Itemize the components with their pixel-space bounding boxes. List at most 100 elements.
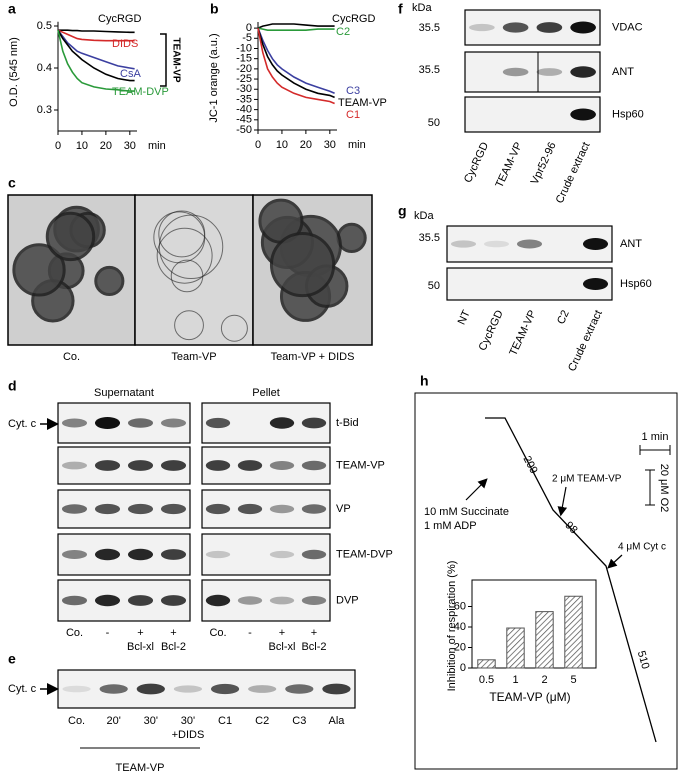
band — [570, 21, 596, 34]
x-tick-label: 0 — [55, 140, 61, 152]
mitochondrion — [336, 222, 367, 253]
scale-bar-o2 — [645, 469, 655, 506]
annotation: 1 mM ADP — [424, 520, 477, 532]
band — [62, 685, 91, 693]
y-axis-label: Inhibition of respiration (%) — [446, 561, 458, 692]
y-tick-label: -30 — [236, 83, 252, 95]
series-label: CycRGD — [332, 13, 375, 25]
band — [127, 418, 154, 428]
band — [160, 503, 187, 515]
band — [502, 22, 529, 33]
lane-label: Bcl-2 — [301, 641, 326, 653]
mitochondrion — [45, 211, 96, 262]
band — [570, 108, 596, 121]
series-label: TEAM-DVP — [112, 86, 169, 98]
y-tick-label: -40 — [236, 104, 252, 116]
lane-label: 30' — [181, 715, 195, 727]
panel-letter: e — [8, 651, 16, 667]
lane-label: + — [137, 627, 143, 639]
band — [173, 685, 203, 693]
y-tick-label: 40 — [454, 621, 466, 633]
band — [205, 550, 231, 559]
marker-label: Cyt. c — [8, 683, 37, 695]
line — [57, 29, 135, 82]
micrograph-label: Team-VP — [171, 351, 216, 363]
y-tick-label: 0 — [460, 662, 466, 674]
y-tick-label: -50 — [236, 124, 252, 136]
line — [257, 27, 335, 31]
y-tick-label: -25 — [236, 73, 252, 85]
x-tick-label: 2 — [541, 674, 547, 686]
band — [301, 417, 327, 429]
line — [257, 23, 335, 29]
x-tick-label: 10 — [276, 139, 288, 151]
band — [483, 240, 510, 248]
band — [301, 549, 327, 560]
lane-label: C1 — [218, 715, 232, 727]
panel-letter: h — [420, 373, 429, 389]
line — [57, 29, 135, 42]
band — [205, 594, 231, 607]
lane-label: 20' — [107, 715, 121, 727]
x-tick-label: 0 — [255, 139, 261, 151]
addition-arrow — [557, 486, 568, 517]
panel-letter: b — [210, 1, 219, 17]
band — [127, 595, 154, 606]
row-label: VDAC — [612, 21, 643, 33]
y-tick-label: 0.5 — [37, 20, 52, 32]
mitochondrion — [269, 231, 336, 298]
row-label: TEAM-VP — [336, 459, 385, 471]
line — [57, 29, 135, 70]
bracket — [160, 33, 167, 87]
panel-letter: g — [398, 203, 407, 219]
row-label: Hsp60 — [620, 278, 652, 290]
band — [94, 503, 121, 515]
panel-letter: f — [398, 1, 403, 17]
y-tick-label: 0.3 — [37, 104, 52, 116]
row-label: t-Bid — [336, 417, 359, 429]
lane-label: Vpr52-96 — [529, 140, 559, 186]
x-tick-label: 20 — [100, 140, 112, 152]
unit-label: kDa — [412, 2, 432, 14]
kda-marker: 35.5 — [419, 22, 440, 34]
band — [301, 504, 327, 514]
series-label: TEAM-VP — [338, 97, 387, 109]
bar — [564, 595, 583, 669]
band — [205, 417, 231, 429]
x-axis-label: min — [148, 140, 166, 152]
mitochondrion — [174, 310, 204, 341]
band — [248, 685, 277, 693]
bar — [535, 611, 554, 669]
series-label: DIDS — [112, 38, 138, 50]
band — [301, 460, 327, 471]
band — [269, 596, 295, 605]
annotation: 4 μM Cyt c — [618, 542, 666, 553]
lane-label: C2 — [255, 715, 269, 727]
lane-label: NT — [456, 308, 473, 327]
band — [205, 503, 231, 515]
y-tick-label: 0.4 — [37, 62, 52, 74]
band — [536, 68, 563, 76]
y-tick-label: -20 — [236, 63, 252, 75]
mitochondrion — [94, 265, 125, 297]
panel-letter: c — [8, 175, 16, 191]
panel-letter: d — [8, 378, 17, 394]
series-label: C2 — [336, 26, 350, 38]
kda-marker: 50 — [428, 280, 440, 292]
inset-frame — [471, 579, 597, 669]
y-axis-label: JC-1 orange (a.u.) — [208, 33, 220, 122]
line — [57, 30, 135, 92]
lane-label: 30' — [144, 715, 158, 727]
y-tick-label: 60 — [454, 600, 466, 612]
rate-label: 510 — [635, 649, 652, 670]
addition-arrow — [465, 478, 488, 501]
x-tick-label: 30 — [124, 140, 136, 152]
addition-arrow — [607, 554, 623, 569]
lane-label: Co. — [68, 715, 85, 727]
band — [301, 596, 327, 605]
series-label: CsA — [120, 68, 141, 80]
band — [94, 460, 121, 471]
band — [127, 503, 154, 515]
series-label: C1 — [346, 109, 360, 121]
